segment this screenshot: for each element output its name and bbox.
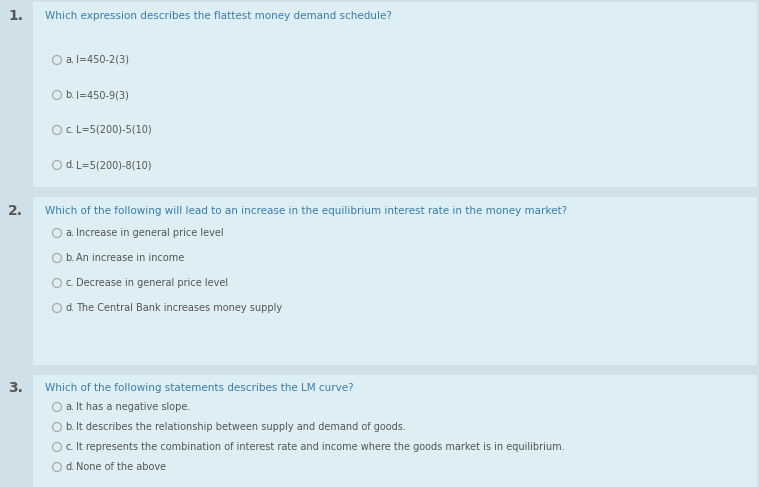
Text: c.: c. bbox=[65, 442, 74, 452]
Text: The Central Bank increases money supply: The Central Bank increases money supply bbox=[76, 303, 282, 313]
FancyBboxPatch shape bbox=[33, 197, 757, 365]
Text: Which expression describes the flattest money demand schedule?: Which expression describes the flattest … bbox=[45, 11, 392, 21]
FancyBboxPatch shape bbox=[33, 375, 757, 487]
Text: I=450-2(3): I=450-2(3) bbox=[76, 55, 129, 65]
Text: c.: c. bbox=[65, 125, 74, 135]
Text: d.: d. bbox=[65, 303, 74, 313]
FancyBboxPatch shape bbox=[33, 2, 757, 187]
Text: d.: d. bbox=[65, 462, 74, 472]
Text: b.: b. bbox=[65, 422, 74, 432]
Text: It describes the relationship between supply and demand of goods.: It describes the relationship between su… bbox=[76, 422, 406, 432]
Text: a.: a. bbox=[65, 228, 74, 238]
Text: Decrease in general price level: Decrease in general price level bbox=[76, 278, 228, 288]
Text: b.: b. bbox=[65, 253, 74, 263]
Text: b.: b. bbox=[65, 90, 74, 100]
Text: Which of the following will lead to an increase in the equilibrium interest rate: Which of the following will lead to an i… bbox=[45, 206, 567, 216]
Text: a.: a. bbox=[65, 402, 74, 412]
Text: a.: a. bbox=[65, 55, 74, 65]
Text: Increase in general price level: Increase in general price level bbox=[76, 228, 224, 238]
Text: 1.: 1. bbox=[8, 9, 23, 23]
Text: 2.: 2. bbox=[8, 204, 23, 218]
Text: I=450-9(3): I=450-9(3) bbox=[76, 90, 129, 100]
Text: L=5(200)-5(10): L=5(200)-5(10) bbox=[76, 125, 152, 135]
Text: Which of the following statements describes the LM curve?: Which of the following statements descri… bbox=[45, 383, 354, 393]
Text: An increase in income: An increase in income bbox=[76, 253, 184, 263]
Text: It has a negative slope.: It has a negative slope. bbox=[76, 402, 191, 412]
Text: d.: d. bbox=[65, 160, 74, 170]
Text: 3.: 3. bbox=[8, 381, 23, 395]
Text: None of the above: None of the above bbox=[76, 462, 166, 472]
Text: It represents the combination of interest rate and income where the goods market: It represents the combination of interes… bbox=[76, 442, 565, 452]
Text: L=5(200)-8(10): L=5(200)-8(10) bbox=[76, 160, 152, 170]
Text: c.: c. bbox=[65, 278, 74, 288]
